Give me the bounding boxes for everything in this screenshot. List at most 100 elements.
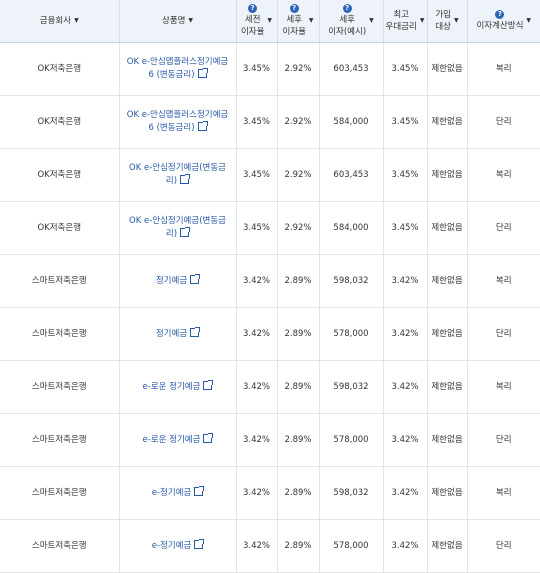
- product-link[interactable]: e-정기예금: [152, 485, 205, 498]
- table-row: 스마트저축은행 e-정기예금 3.42% 2.89% 578,000 3.42%…: [0, 519, 540, 573]
- table-row: 스마트저축은행 정기예금 3.42% 2.89% 578,000 3.42% 제…: [0, 307, 540, 361]
- max-rate: 3.42%: [382, 307, 427, 361]
- col-header-join-target[interactable]: 가입 대상 ▼: [426, 0, 467, 43]
- posttax-header-line1: 세후: [286, 15, 302, 25]
- product-cell: 정기예금: [118, 307, 236, 361]
- join-header-line1: 가입: [435, 10, 451, 20]
- col-header-interest-example[interactable]: ? 세후 이자(예시) ▼: [318, 0, 383, 43]
- method-header-label: 이자계산방식: [476, 21, 524, 31]
- external-link-icon[interactable]: [190, 273, 201, 284]
- sort-arrow-icon[interactable]: ▼: [526, 17, 532, 24]
- posttax-rate: 2.92%: [276, 201, 319, 255]
- bank-header-label: 금융회사: [39, 16, 72, 26]
- product-link[interactable]: OK e-안심정기예금(변동금리): [129, 216, 226, 239]
- pretax-rate: 3.45%: [235, 95, 277, 149]
- max-rate: 3.42%: [382, 360, 427, 414]
- pretax-rate: 3.42%: [235, 360, 277, 414]
- pretax-rate: 3.42%: [235, 254, 277, 308]
- product-link[interactable]: 정기예금: [156, 326, 201, 339]
- product-cell: e-정기예금: [118, 519, 236, 573]
- col-header-posttax-rate[interactable]: ? 세후 이자율 ▼: [276, 0, 319, 43]
- external-link-icon[interactable]: [197, 121, 208, 131]
- join-target: 제한없음: [426, 413, 467, 467]
- posttax-rate: 2.89%: [276, 254, 319, 308]
- max-rate: 3.45%: [382, 148, 427, 202]
- external-link-icon[interactable]: [194, 485, 205, 496]
- bank-name: OK저축은행: [0, 95, 119, 149]
- max-rate: 3.45%: [382, 201, 427, 255]
- interest-method: 복리: [466, 466, 540, 520]
- table-row: 스마트저축은행 e-로운 정기예금 3.42% 2.89% 578,000 3.…: [0, 413, 540, 467]
- external-link-icon[interactable]: [180, 174, 191, 184]
- product-link[interactable]: e-로운 정기예금: [142, 379, 214, 392]
- max-header-line1: 최고: [393, 10, 409, 20]
- interest-method: 복리: [466, 148, 540, 202]
- posttax-rate: 2.92%: [276, 148, 319, 202]
- help-icon[interactable]: ?: [289, 4, 299, 13]
- product-cell: OK e-안심정기예금(변동금리): [118, 148, 236, 202]
- external-link-icon[interactable]: [190, 326, 201, 337]
- posttax-rate: 2.89%: [276, 307, 319, 361]
- col-header-interest-method[interactable]: ? 이자계산방식 ▼: [466, 0, 540, 43]
- interest-example: 584,000: [318, 95, 383, 149]
- product-link[interactable]: e-로운 정기예금: [143, 432, 214, 445]
- col-header-pretax-rate[interactable]: ? 세전 이자율 ▼: [235, 0, 277, 43]
- table-row: 스마트저축은행 e-로운 정기예금 3.42% 2.89% 598,032 3.…: [0, 360, 540, 414]
- product-link[interactable]: OK e-안심정기예금(변동금리): [129, 163, 226, 186]
- max-rate: 3.42%: [382, 254, 427, 308]
- sort-arrow-icon[interactable]: ▼: [308, 17, 314, 24]
- pretax-rate: 3.42%: [235, 307, 277, 361]
- table-body: OK저축은행 OK e-안심앱플러스정기예금6 (변동금리) 3.45% 2.9…: [0, 42, 540, 573]
- join-header-line2: 대상: [435, 22, 451, 32]
- sort-arrow-icon[interactable]: ▼: [419, 17, 425, 24]
- product-header-label: 상품명: [161, 16, 186, 26]
- posttax-rate: 2.92%: [276, 95, 319, 149]
- posttax-header-line2: 이자율: [282, 27, 306, 37]
- product-link[interactable]: 정기예금: [156, 273, 201, 286]
- help-icon[interactable]: ?: [342, 4, 352, 13]
- col-header-max-rate[interactable]: 최고 우대금리 ▼: [382, 0, 427, 43]
- col-header-bank[interactable]: 금융회사 ▼: [0, 0, 119, 43]
- bank-name: 스마트저축은행: [0, 466, 119, 520]
- interest-example: 603,453: [318, 148, 383, 202]
- table-header: 금융회사 ▼ 상품명 ▼ ? 세전 이자율 ▼: [0, 0, 540, 43]
- external-link-icon[interactable]: [180, 227, 191, 237]
- sort-arrow-icon[interactable]: ▼: [74, 17, 79, 24]
- product-link[interactable]: e-정기예금: [151, 538, 205, 551]
- product-name: e-정기예금: [151, 540, 192, 551]
- posttax-rate: 2.92%: [276, 42, 319, 96]
- interest-example: 598,032: [318, 360, 383, 414]
- product-name: OK e-안심앱플러스정기예금6 (변동금리): [126, 110, 229, 133]
- pretax-rate: 3.45%: [235, 201, 277, 255]
- interest-method: 복리: [466, 254, 540, 308]
- bank-name: 스마트저축은행: [0, 413, 119, 467]
- col-header-product[interactable]: 상품명 ▼: [118, 0, 236, 43]
- product-name: OK e-안심정기예금(변동금리): [129, 163, 226, 186]
- posttax-rate: 2.89%: [276, 466, 319, 520]
- external-link-icon[interactable]: [197, 68, 208, 78]
- sort-arrow-icon[interactable]: ▼: [267, 17, 273, 24]
- interest-example: 578,000: [318, 519, 383, 573]
- sort-arrow-icon[interactable]: ▼: [188, 17, 194, 24]
- join-target: 제한없음: [426, 42, 467, 96]
- external-link-icon[interactable]: [203, 379, 214, 390]
- posttax-rate: 2.89%: [276, 519, 319, 573]
- join-target: 제한없음: [426, 466, 467, 520]
- sort-arrow-icon[interactable]: ▼: [454, 17, 459, 24]
- external-link-icon[interactable]: [194, 538, 205, 549]
- product-link[interactable]: OK e-안심앱플러스정기예금6 (변동금리): [127, 110, 228, 133]
- help-icon[interactable]: ?: [248, 4, 258, 13]
- help-icon[interactable]: ?: [495, 10, 505, 19]
- pretax-header-line2: 이자율: [240, 27, 265, 37]
- product-name: e-로운 정기예금: [142, 381, 201, 392]
- interest-method: 단리: [466, 201, 540, 255]
- product-link[interactable]: OK e-안심앱플러스정기예금6 (변동금리): [127, 57, 228, 80]
- external-link-icon[interactable]: [203, 432, 214, 443]
- sort-arrow-icon[interactable]: ▼: [369, 17, 374, 24]
- join-target: 제한없음: [426, 307, 467, 361]
- join-target: 제한없음: [426, 360, 467, 414]
- join-target: 제한없음: [426, 95, 467, 149]
- bank-name: 스마트저축은행: [0, 360, 119, 414]
- max-header-line2: 우대금리: [385, 22, 417, 32]
